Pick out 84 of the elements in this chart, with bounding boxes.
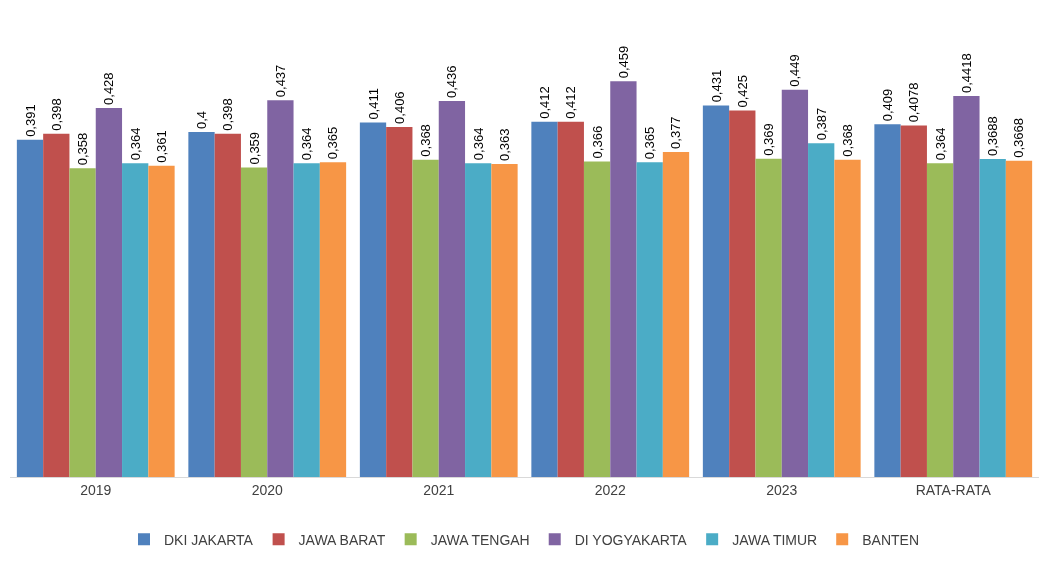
bar (267, 100, 294, 477)
data-label: 0,366 (589, 125, 605, 159)
data-label: 0,428 (101, 72, 117, 105)
data-label: 0,368 (839, 124, 855, 157)
bar (900, 125, 927, 477)
data-label: 0,364 (127, 127, 143, 161)
x-tick-label: 2020 (251, 481, 284, 498)
bar (781, 89, 809, 477)
x-tick-label: 2019 (80, 481, 112, 498)
data-label: 0,363 (496, 128, 512, 162)
bar (214, 133, 241, 477)
bar (95, 107, 123, 477)
x-tick-label: 2021 (423, 481, 455, 498)
bar (465, 163, 492, 477)
bar (491, 164, 518, 477)
bar (662, 151, 690, 477)
bar (1005, 160, 1033, 477)
data-label: 0,359 (246, 131, 262, 165)
data-label: 0,409 (880, 88, 896, 122)
data-label: 0,398 (220, 98, 236, 131)
bar (531, 121, 558, 477)
x-tick-label: 2022 (594, 481, 627, 498)
data-label: 0,369 (761, 123, 777, 156)
data-label: 0,398 (48, 98, 64, 131)
data-label: 0,425 (734, 75, 750, 108)
bar (583, 161, 611, 477)
legend-label: JAWA BARAT (298, 531, 386, 548)
bar (16, 139, 44, 477)
bar (293, 163, 320, 477)
data-label: 0,411 (365, 88, 381, 120)
bar (834, 159, 861, 477)
bar (412, 159, 439, 477)
data-label: 0,361 (153, 130, 169, 163)
data-label: 0,364 (932, 127, 948, 161)
bar (702, 105, 730, 477)
bar (319, 162, 347, 477)
bar (359, 122, 387, 477)
bar (610, 81, 637, 477)
bar (438, 101, 466, 477)
bar (122, 163, 149, 477)
data-label: 0,365 (325, 126, 341, 160)
data-label: 0,368 (418, 124, 434, 157)
data-label: 0,431 (708, 69, 724, 103)
bar (729, 110, 756, 477)
data-label: 0,3668 (1011, 117, 1027, 158)
bar (148, 165, 175, 477)
legend-label: JAWA TENGAH (430, 531, 530, 548)
data-label: 0,377 (668, 116, 684, 149)
data-label: 0,406 (391, 91, 407, 124)
legend-label: DKI JAKARTA (164, 531, 254, 548)
data-label: 0,4418 (958, 53, 974, 94)
x-tick-label: RATA-RATA (915, 481, 992, 498)
bar (240, 167, 268, 477)
data-label: 0,412 (537, 86, 553, 119)
data-label: 0,412 (563, 86, 579, 119)
data-label: 0,449 (787, 54, 803, 87)
bar (926, 163, 954, 477)
data-label: 0,459 (615, 45, 631, 79)
legend-label: DI YOGYAKARTA (574, 531, 688, 548)
data-label: 0,4078 (906, 82, 922, 123)
data-label: 0,391 (22, 104, 38, 137)
bar (874, 124, 901, 477)
x-tick-label: 2023 (766, 481, 798, 498)
bar (808, 143, 835, 477)
bar (188, 132, 215, 477)
data-label: 0,436 (444, 65, 460, 99)
data-label: 0,365 (642, 126, 658, 160)
legend-label: JAWA TIMUR (732, 531, 818, 548)
data-label: 0,4 (194, 111, 210, 130)
data-label: 0,364 (470, 127, 486, 161)
bar (69, 168, 96, 477)
bar (636, 162, 663, 477)
bar (386, 126, 413, 477)
bar (979, 159, 1006, 477)
data-label: 0,3688 (985, 116, 1001, 157)
bar (43, 133, 70, 477)
bar (755, 158, 782, 477)
data-label: 0,437 (272, 64, 288, 98)
bar (953, 96, 980, 477)
bar (557, 121, 584, 477)
legend-label: BANTEN (862, 531, 920, 548)
data-label: 0,387 (813, 107, 829, 141)
data-label: 0,358 (75, 132, 91, 166)
data-label: 0,364 (299, 127, 315, 161)
